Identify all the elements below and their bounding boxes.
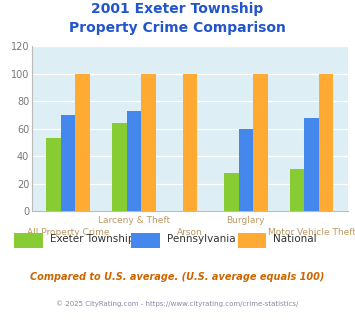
Bar [112,123,127,211]
Text: Pennsylvania: Pennsylvania [167,234,235,244]
Bar [305,118,319,211]
Text: Property Crime Comparison: Property Crime Comparison [69,21,286,35]
Bar [239,129,253,211]
Bar [224,173,239,211]
Text: Larceny & Theft: Larceny & Theft [98,216,170,225]
Bar [61,115,75,211]
Text: All Property Crime: All Property Crime [27,228,109,237]
Bar [75,74,90,211]
Bar [141,74,156,211]
Text: Burglary: Burglary [226,216,265,225]
Text: Arson: Arson [177,228,203,237]
Bar [290,169,305,211]
Text: Compared to U.S. average. (U.S. average equals 100): Compared to U.S. average. (U.S. average … [30,272,325,282]
Text: © 2025 CityRating.com - https://www.cityrating.com/crime-statistics/: © 2025 CityRating.com - https://www.city… [56,300,299,307]
Bar [319,74,333,211]
Text: 2001 Exeter Township: 2001 Exeter Township [91,2,264,16]
Text: Motor Vehicle Theft: Motor Vehicle Theft [268,228,355,237]
Text: Exeter Township: Exeter Township [50,234,134,244]
Text: National: National [273,234,317,244]
Bar [127,111,141,211]
Bar [47,138,61,211]
Bar [183,74,197,211]
Bar [253,74,268,211]
